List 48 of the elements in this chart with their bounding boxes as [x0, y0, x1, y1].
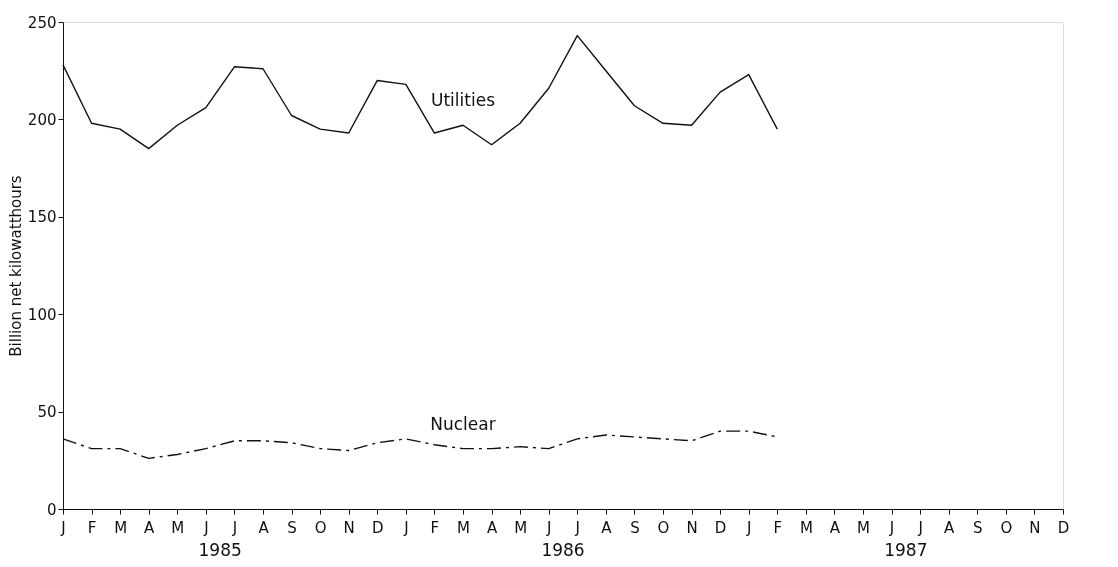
x-tick-label: D — [714, 518, 727, 537]
x-tick-label: J — [203, 518, 209, 537]
x-tick-label: F — [773, 518, 783, 537]
x-tick-label: D — [372, 518, 384, 537]
x-tick-label: N — [343, 518, 355, 537]
x-tick-label: S — [287, 518, 297, 537]
x-tick-label: O — [657, 518, 670, 537]
x-tick-label: J — [917, 518, 923, 537]
y-tick-label: 0 — [46, 500, 57, 519]
x-tick-label: J — [231, 518, 238, 537]
y-tick-label: 100 — [27, 305, 57, 324]
x-tick-label: A — [829, 518, 841, 537]
x-tick-label: M — [857, 518, 870, 537]
x-tick-label: J — [746, 518, 752, 537]
x-tick-label: A — [944, 518, 956, 537]
y-tick-label: 200 — [27, 110, 57, 129]
x-tick-label: O — [1000, 518, 1013, 537]
x-tick-label: J — [574, 518, 580, 537]
x-tick-label: A — [486, 518, 498, 537]
text: 1986 — [541, 540, 585, 560]
x-tick-label: N — [1029, 518, 1041, 537]
x-tick-label: S — [630, 518, 640, 537]
x-tick-label: A — [601, 518, 613, 537]
y-tick-label: 50 — [37, 403, 57, 422]
x-tick-label: M — [114, 518, 128, 537]
y-tick-label: 250 — [27, 13, 57, 32]
x-tick-label: J — [888, 518, 895, 537]
x-tick-label: S — [973, 518, 983, 537]
x-tick-label: A — [144, 518, 156, 537]
x-tick-label: D — [1057, 518, 1070, 537]
x-tick-label: J — [60, 518, 66, 537]
text: 1987 — [884, 540, 928, 560]
x-tick-label: M — [799, 518, 813, 537]
x-tick-label: M — [171, 518, 185, 537]
series-label: Nuclear — [430, 413, 496, 434]
x-tick-label: N — [686, 518, 698, 537]
series-label: Utilities — [431, 90, 496, 111]
x-tick-label: F — [87, 518, 97, 537]
x-tick-label: F — [430, 518, 440, 537]
x-tick-label: J — [403, 518, 409, 537]
text: 1985 — [198, 540, 242, 560]
x-tick-label: M — [514, 518, 528, 537]
x-tick-label: M — [457, 518, 470, 537]
x-tick-label: O — [314, 518, 327, 537]
y-tick-label: 150 — [27, 208, 57, 227]
y-axis-title: Billion net kilowatthours — [6, 175, 25, 357]
x-tick-label: J — [546, 518, 552, 537]
x-tick-label: A — [258, 518, 270, 537]
